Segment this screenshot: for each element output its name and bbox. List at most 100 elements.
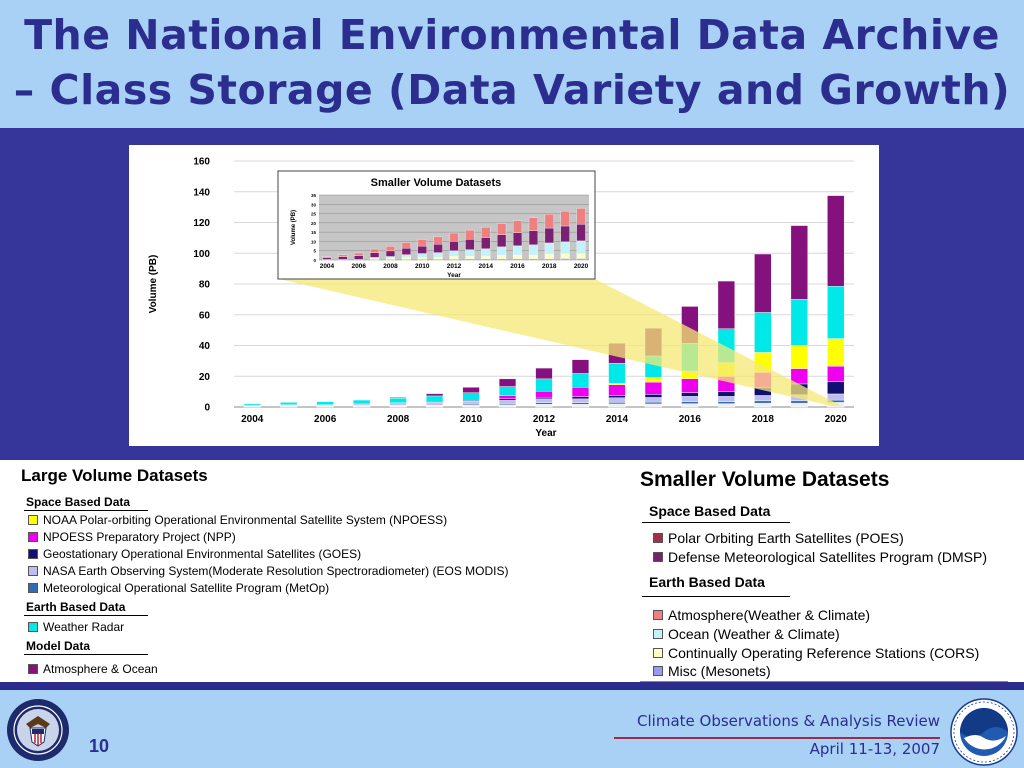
- y-tick-label: 60: [199, 310, 211, 321]
- inset-bar-segment: [528, 258, 538, 261]
- footer-band: [0, 690, 1024, 768]
- large-volume-legend: Large Volume Datasets Space Based Data N…: [16, 462, 616, 682]
- bar-segment: [535, 378, 553, 392]
- inset-x-tick-label: 2006: [351, 263, 366, 270]
- bar-segment: [790, 299, 808, 346]
- inset-bar-segment: [385, 256, 395, 259]
- bar-segment: [754, 253, 772, 313]
- bar-segment: [754, 402, 772, 408]
- inset-y-tick-label: 25: [311, 212, 317, 217]
- inset-bar-segment: [481, 227, 491, 238]
- inset-bar-segment: [417, 239, 427, 247]
- inset-bar-segment: [544, 213, 554, 229]
- bar-segment: [571, 396, 590, 400]
- legend-group-earth-based: Earth Based Data: [649, 574, 765, 590]
- inset-x-tick-label: 2014: [479, 263, 494, 270]
- inset-bar-segment: [497, 246, 507, 256]
- bar-segment: [608, 403, 626, 408]
- inset-bar-segment: [465, 229, 475, 240]
- inset-x-tick-label: 2012: [447, 263, 462, 270]
- bar-segment: [353, 405, 371, 408]
- bar-segment: [426, 402, 444, 406]
- bar-segment: [535, 404, 553, 408]
- inset-bar-segment: [354, 252, 364, 256]
- bar-segment: [498, 378, 517, 387]
- inset-bar-segment: [528, 230, 538, 245]
- inset-bar-segment: [513, 220, 523, 233]
- bar-segment: [827, 393, 845, 401]
- bar-segment: [754, 395, 772, 402]
- y-axis-label: Volume (PB): [148, 255, 159, 314]
- inset-x-tick-label: 2004: [320, 263, 335, 270]
- inset-bar-segment: [401, 257, 411, 260]
- inset-bar-segment: [528, 254, 538, 259]
- bar-segment: [426, 393, 444, 397]
- bar-segment: [498, 400, 517, 404]
- slide-title: The National Environmental Data Archive …: [0, 8, 1024, 118]
- legend-item-label: NPOESS Preparatory Project (NPP): [43, 530, 236, 544]
- inset-bar-segment: [338, 256, 348, 260]
- inset-bar-segment: [497, 255, 507, 260]
- y-tick-label: 20: [199, 372, 211, 383]
- footer-title: Climate Observations & Analysis Review: [637, 712, 940, 730]
- bar-segment: [681, 392, 699, 397]
- x-tick-label: 2010: [460, 414, 483, 425]
- legend-swatch: [653, 533, 663, 544]
- legend-item-label: Defense Meteorological Satellites Progra…: [668, 549, 988, 565]
- bar-segment: [571, 373, 590, 388]
- large-volume-legend-heading: Large Volume Datasets: [21, 466, 208, 485]
- inset-bar-segment: [338, 254, 348, 257]
- inset-bar-segment: [401, 247, 411, 255]
- inset-x-tick-label: 2008: [383, 263, 398, 270]
- legend-swatch: [653, 666, 663, 677]
- bar-segment: [827, 286, 845, 339]
- page-number: 10: [89, 736, 110, 756]
- bar-segment: [243, 403, 261, 406]
- bar-segment: [608, 382, 626, 385]
- legend-area: [0, 460, 1024, 682]
- slide-title-line-2: – Class Storage (Data Variety and Growth…: [13, 66, 1011, 114]
- inset-bar-segment: [465, 249, 475, 257]
- bar-segment: [717, 391, 735, 397]
- inset-bar-segment: [433, 244, 443, 253]
- bar-segment: [608, 384, 626, 396]
- legend-item-atmosphere: Atmosphere(Weather & Climate): [653, 607, 870, 623]
- inset-bar-segment: [560, 241, 570, 255]
- bar-segment: [571, 359, 590, 374]
- footer-date: April 11-13, 2007: [809, 740, 940, 758]
- inset-y-tick-label: 35: [311, 193, 317, 198]
- legend-group-rule: [642, 596, 790, 597]
- legend-swatch: [653, 552, 663, 563]
- legend-group-earth-based: Earth Based Data: [26, 600, 126, 614]
- x-tick-label: 2018: [752, 414, 775, 425]
- bar-segment: [316, 401, 334, 405]
- inset-bar-segment: [433, 257, 443, 260]
- bar-segment: [462, 404, 480, 408]
- inset-y-tick-label: 0: [313, 258, 316, 263]
- bar-segment: [353, 403, 371, 406]
- legend-group-space-based: Space Based Data: [26, 495, 131, 509]
- bar-segment: [280, 402, 298, 405]
- legend-item-label: Polar Orbiting Earth Satellites (POES): [668, 530, 904, 546]
- legend-item-dmsp: Defense Meteorological Satellites Progra…: [653, 549, 987, 565]
- inset-bar-segment: [481, 248, 491, 257]
- legend-item-label: Ocean (Weather & Climate): [668, 626, 840, 642]
- inset-bar-segment: [544, 242, 554, 255]
- legend-group-model: Model Data: [26, 639, 91, 653]
- x-tick-label: 2008: [387, 414, 410, 425]
- bar-segment: [644, 397, 663, 403]
- bar-segment: [644, 381, 663, 395]
- legend-item-goes: Geostationary Operational Environmental …: [28, 547, 361, 561]
- footer-divider: [0, 682, 1024, 690]
- bar-segment: [498, 386, 517, 396]
- legend-group-space-based: Space Based Data: [649, 503, 771, 519]
- y-tick-label: 100: [193, 249, 210, 260]
- inset-bar-segment: [322, 256, 332, 258]
- bar-segment: [644, 377, 663, 383]
- inset-bar-segment: [385, 246, 395, 252]
- inset-bar-segment: [465, 239, 475, 250]
- inset-bar-segment: [513, 258, 523, 261]
- inset-bar-segment: [576, 253, 586, 259]
- bar-segment: [644, 394, 663, 398]
- bar-segment: [717, 401, 735, 404]
